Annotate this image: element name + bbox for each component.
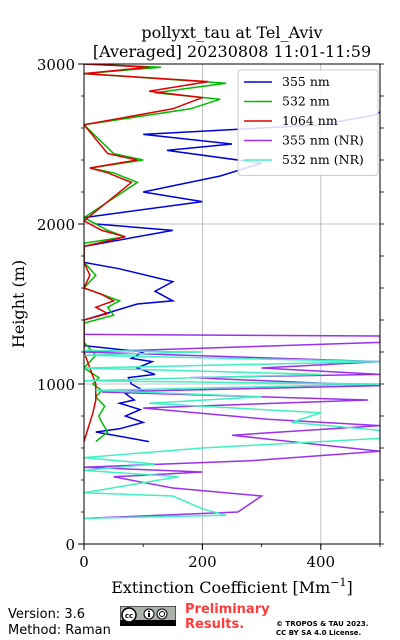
series-line-2 <box>84 64 209 442</box>
version-text: Version: 3.6 <box>8 607 85 622</box>
legend-label-3: 355 nm (NR) <box>282 133 364 148</box>
y-tick-label: 2000 <box>37 216 75 234</box>
plot-frame <box>83 63 381 545</box>
y-tick-label: 1000 <box>37 376 75 394</box>
ticks: 0 200 400 0 1000 2000 3000 <box>37 56 384 571</box>
preliminary-line2: Results. <box>185 617 245 632</box>
chart-title-line2: [Averaged] 20230808 11:01-11:59 <box>93 42 371 61</box>
legend-label-1: 532 nm <box>282 94 330 109</box>
chart-title-line1: pollyxt_tau at Tel_Aviv <box>141 23 322 42</box>
x-tick-label: 0 <box>79 553 89 571</box>
method-text: Method: Raman <box>8 623 111 638</box>
legend: 355 nm 532 nm 1064 nm 355 nm (NR) 532 nm (NR… <box>237 69 379 176</box>
copyright-text: © TROPOS & TAU 2023. CC BY SA 4.0 Licens… <box>276 620 368 638</box>
y-tick-label: 3000 <box>37 56 75 74</box>
x-tick-label: 200 <box>188 553 217 571</box>
series-line-4 <box>84 349 380 520</box>
y-tick-label: 0 <box>65 536 75 554</box>
copyright-line1: © TROPOS & TAU 2023. <box>276 620 369 628</box>
series-line-1 <box>84 64 227 443</box>
legend-box <box>237 69 379 176</box>
legend-label-2: 1064 nm <box>282 113 338 128</box>
svg-text:cc: cc <box>125 612 133 620</box>
x-axis-label: Extinction Coefficient [Mm−1] <box>111 576 353 597</box>
y-axis-label: Height (m) <box>9 260 28 348</box>
x-tick-label: 400 <box>306 553 335 571</box>
x-axis-label-main: Extinction Coefficient [Mm <box>111 578 330 597</box>
legend-label-0: 355 nm <box>282 74 330 89</box>
preliminary-results-text: Preliminary Results. <box>185 602 270 632</box>
copyright-line2: CC BY SA 4.0 License. <box>276 629 362 637</box>
preliminary-line1: Preliminary <box>185 602 270 617</box>
legend-label-4: 532 nm (NR) <box>282 152 364 167</box>
x-axis-label-sup: −1 <box>330 576 346 589</box>
x-axis-label-close: ] <box>347 578 353 597</box>
cc-by-sa-logo: cc <box>120 606 176 626</box>
